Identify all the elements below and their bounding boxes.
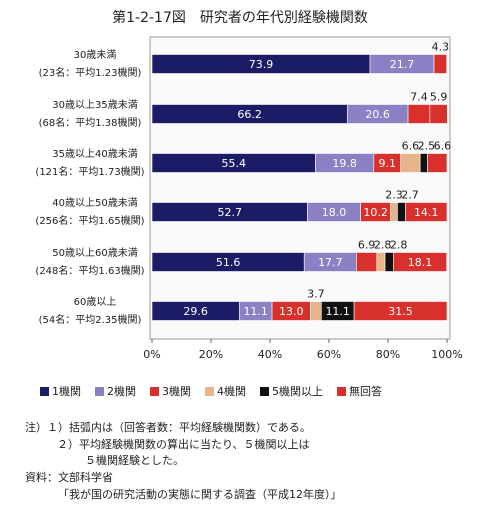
- legend-label: 5機関以上: [272, 384, 323, 398]
- value-label: 55.4: [221, 157, 246, 170]
- value-label: 6.6: [402, 140, 420, 153]
- legend-label: 4機関: [217, 384, 246, 398]
- value-label: 51.6: [216, 256, 241, 269]
- value-label: 10.2: [363, 206, 388, 219]
- x-tick-label: 0%: [143, 348, 160, 361]
- value-label: 3.7: [307, 288, 325, 301]
- value-label: 4.3: [432, 41, 450, 54]
- value-label: 11.1: [325, 305, 350, 318]
- value-label: 2.3: [385, 189, 403, 202]
- note: 資料：文部科学省: [25, 470, 113, 484]
- category-label: (248名：平均1.63機関): [35, 264, 144, 277]
- value-label: 2.5: [418, 140, 436, 153]
- value-label: 6.9: [358, 239, 376, 252]
- bar-segment: [433, 54, 448, 74]
- legend-label: 2機関: [107, 384, 136, 398]
- value-label: 20.6: [365, 108, 390, 121]
- legend-swatch: [260, 387, 269, 396]
- bar-segment: [390, 202, 398, 222]
- note: ５機関経験とした。: [85, 453, 184, 467]
- value-label: 9.1: [379, 157, 397, 170]
- legend-label: 1機関: [52, 384, 81, 398]
- value-label: 29.6: [183, 305, 208, 318]
- value-label: 11.1: [243, 305, 268, 318]
- legend-swatch: [337, 387, 346, 396]
- value-label: 19.8: [332, 157, 357, 170]
- value-label: 6.6: [434, 140, 452, 153]
- legend-label: 無回答: [349, 384, 382, 398]
- bar-segment: [405, 202, 448, 222]
- legend-swatch: [95, 387, 104, 396]
- category-label: (54名：平均2.35機関): [39, 313, 142, 326]
- x-tick-label: 60%: [317, 348, 341, 361]
- category-label: (23名：平均1.23機関): [39, 66, 142, 79]
- bar-segment: [397, 202, 406, 222]
- category-label: 35歳以上40歳未満: [52, 148, 137, 160]
- value-label: 7.4: [410, 91, 428, 104]
- plot-frame: [149, 36, 451, 340]
- category-label: (256名：平均1.65機関): [35, 214, 144, 227]
- bar-segment: [310, 301, 322, 321]
- x-tick-label: 100%: [431, 348, 462, 361]
- value-label: 18.1: [408, 256, 433, 269]
- bar-segment: [393, 252, 448, 272]
- category-label: 50歳以上60歳未満: [52, 247, 137, 259]
- category-label: 40歳以上50歳未満: [52, 197, 137, 209]
- legend-swatch: [150, 387, 159, 396]
- category-label: 30歳以上35歳未満: [52, 99, 137, 111]
- bar-segment: [384, 252, 394, 272]
- value-label: 2.8: [374, 239, 392, 252]
- bar-segment: [429, 104, 448, 124]
- value-label: 14.1: [414, 206, 439, 219]
- value-label: 66.2: [237, 108, 262, 121]
- value-label: 18.0: [322, 206, 347, 219]
- value-label: 21.7: [390, 58, 415, 71]
- note: 注）１）括弧内は（回答者数：平均経験機関数）である。: [25, 420, 311, 434]
- value-label: 73.9: [249, 58, 274, 71]
- bar-segment: [400, 153, 421, 173]
- bar-segment: [407, 104, 431, 124]
- value-label: 2.7: [401, 189, 419, 202]
- value-label: 13.0: [279, 305, 304, 318]
- bar-segment: [356, 252, 378, 272]
- category-label: (68名：平均1.38機関): [39, 116, 142, 129]
- legend-label: 3機関: [162, 384, 191, 398]
- value-label: 31.5: [388, 305, 413, 318]
- category-label: (121名：平均1.73機関): [35, 165, 144, 178]
- chart-title: 第1-2-17図 研究者の年代別経験機関数: [112, 9, 368, 26]
- note: 「我が国の研究活動の実態に関する調査（平成12年度）」: [58, 487, 342, 501]
- bar-segment: [419, 153, 428, 173]
- bar-segment: [376, 252, 386, 272]
- category-label: 60歳以上: [74, 296, 117, 308]
- bar-segment: [427, 153, 448, 173]
- x-tick-label: 80%: [376, 348, 400, 361]
- bar-segment: [353, 301, 448, 321]
- legend-swatch: [40, 387, 49, 396]
- value-label: 5.9: [430, 91, 448, 104]
- note: ２）平均経験機関数の算出に当たり、５機関以上は: [57, 437, 310, 451]
- value-label: 52.7: [217, 206, 242, 219]
- value-label: 2.8: [390, 239, 408, 252]
- value-label: 17.7: [318, 256, 343, 269]
- legend-swatch: [205, 387, 214, 396]
- x-tick-label: 40%: [258, 348, 282, 361]
- category-label: 30歳未満: [74, 49, 117, 61]
- x-tick-label: 20%: [199, 348, 223, 361]
